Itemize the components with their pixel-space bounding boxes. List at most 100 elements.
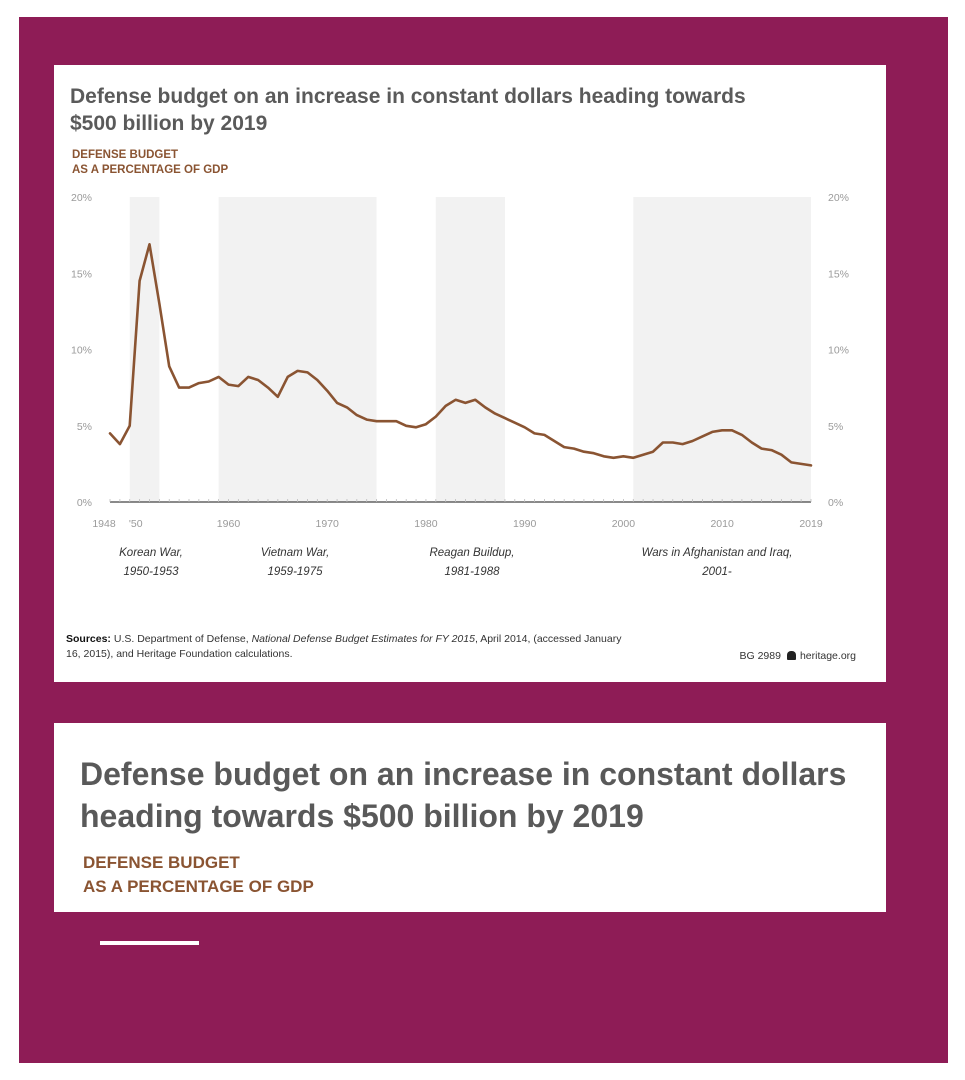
- data-point: [681, 443, 684, 445]
- title-card-subtitle-line-2: AS A PERCENTAGE OF GDP: [83, 877, 314, 896]
- data-point: [118, 443, 121, 445]
- x-tick-label: 2019: [799, 518, 823, 530]
- data-point: [760, 447, 763, 450]
- x-tick-label: 1980: [414, 518, 438, 530]
- title-card-subtitle: DEFENSE BUDGET AS A PERCENTAGE OF GDP: [83, 851, 314, 899]
- period-label-line-2: 1981-1988: [445, 566, 501, 578]
- series-line: [108, 243, 813, 467]
- data-point: [444, 405, 447, 407]
- data-point: [642, 453, 645, 456]
- y-tick-label-right: 5%: [828, 421, 843, 433]
- data-point: [543, 434, 546, 436]
- x-tick-label: 2000: [612, 518, 636, 530]
- sources-text-2: , April 2014, (accessed January 16, 2015…: [66, 633, 622, 660]
- data-point: [375, 420, 378, 423]
- data-point: [286, 376, 289, 378]
- data-point: [721, 429, 724, 432]
- y-tick-label-left: 15%: [71, 268, 92, 280]
- chart-title: Defense budget on an increase in constan…: [70, 85, 746, 135]
- x-tick-label: 1970: [316, 518, 340, 530]
- title-card-subtitle-line-1: DEFENSE BUDGET: [83, 853, 240, 872]
- subtitle-line-2: AS A PERCENTAGE OF GDP: [72, 164, 229, 176]
- data-point: [316, 379, 319, 381]
- y-tick-label-left: 10%: [71, 345, 92, 357]
- data-point: [306, 371, 309, 374]
- data-point: [474, 398, 477, 401]
- shaded-period-3: [633, 197, 811, 502]
- x-tick-label: 1960: [217, 518, 241, 530]
- period-label-line-2: 1950-1953: [124, 566, 180, 578]
- title-card: Defense budget on an increase in constan…: [54, 723, 886, 912]
- data-point: [385, 420, 388, 423]
- data-point: [207, 380, 210, 383]
- data-point: [336, 401, 338, 404]
- data-point: [612, 456, 615, 459]
- data-point: [326, 389, 329, 392]
- data-point: [365, 418, 368, 421]
- shaded-period-2: [435, 197, 505, 502]
- data-point: [790, 461, 793, 464]
- sources-label: Sources:: [66, 633, 111, 645]
- data-point: [425, 423, 427, 426]
- data-point: [701, 435, 704, 438]
- credit-code: BG 2989: [739, 650, 781, 662]
- period-label-line-1: Reagan Buildup,: [429, 547, 514, 559]
- x-tick-label: 2010: [710, 518, 734, 530]
- data-point: [148, 243, 151, 246]
- data-point: [247, 376, 250, 378]
- data-point: [168, 365, 171, 368]
- credit-site: heritage.org: [799, 650, 856, 662]
- data-point: [217, 376, 220, 378]
- period-label-line-1: Vietnam War,: [261, 547, 330, 559]
- data-point: [138, 279, 141, 282]
- data-point: [296, 369, 299, 372]
- x-tick-label: 1948: [92, 518, 116, 530]
- data-point: [484, 406, 487, 409]
- data-point: [267, 386, 269, 389]
- data-point: [711, 430, 714, 433]
- data-point: [563, 446, 566, 448]
- data-point: [276, 395, 279, 398]
- sources-note: Sources: U.S. Department of Defense, Nat…: [66, 632, 626, 662]
- x-axis: [109, 499, 812, 503]
- data-point: [671, 441, 674, 444]
- title-card-heading: Defense budget on an increase in constan…: [80, 756, 847, 834]
- data-point: [810, 464, 812, 467]
- data-point: [355, 414, 358, 416]
- underline-bar: [100, 941, 199, 945]
- data-point: [691, 440, 694, 442]
- data-point: [622, 455, 625, 458]
- data-point: [227, 383, 230, 386]
- period-label-line-1: Wars in Afghanistan and Iraq,: [642, 547, 793, 559]
- data-point: [504, 417, 506, 420]
- data-point: [415, 426, 417, 429]
- credit: BG 2989 heritage.org: [740, 650, 857, 662]
- x-axis-ticks: 1948 '50 1960 1970 1980 1990 2000 2010 2019: [92, 518, 823, 530]
- data-point: [188, 386, 190, 389]
- data-point: [158, 302, 161, 305]
- period-label-line-2: 1959-1975: [268, 566, 324, 578]
- y-tick-label-right: 10%: [828, 345, 849, 357]
- data-point: [800, 462, 803, 465]
- data-point: [583, 450, 585, 453]
- period-label-line-2: 2001-: [701, 566, 732, 578]
- period-shading: [129, 197, 811, 502]
- data-point: [128, 424, 131, 427]
- y-tick-label-right: 15%: [828, 268, 849, 280]
- data-point: [494, 412, 496, 415]
- period-labels: Korean War, 1950-1953 Vietnam War, 1959-197…: [119, 547, 792, 578]
- data-point: [523, 426, 526, 429]
- data-point: [652, 450, 654, 453]
- chart-subtitle: DEFENSE BUDGET AS A PERCENTAGE OF GDP: [72, 148, 228, 178]
- data-point: [109, 432, 111, 435]
- data-point: [405, 424, 408, 427]
- bell-icon: [786, 651, 796, 660]
- x-tick-label: '50: [129, 518, 143, 530]
- data-point: [178, 386, 181, 389]
- y-axis-left: 0% 5% 10% 15% 20%: [71, 192, 92, 509]
- y-tick-label-left: 5%: [77, 421, 92, 433]
- y-axis-right: 0% 5% 10% 15% 20%: [828, 192, 849, 509]
- y-tick-label-left: 20%: [71, 192, 92, 204]
- shaded-period-1: [218, 197, 377, 502]
- series-layer: [108, 243, 813, 467]
